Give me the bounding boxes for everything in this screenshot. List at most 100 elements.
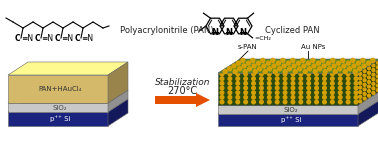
Circle shape (323, 70, 327, 74)
Circle shape (238, 67, 242, 71)
Circle shape (220, 100, 224, 104)
Circle shape (323, 100, 326, 104)
Circle shape (252, 91, 255, 94)
Circle shape (338, 100, 342, 104)
Circle shape (220, 95, 224, 99)
Circle shape (372, 78, 375, 81)
Circle shape (299, 82, 303, 85)
Circle shape (236, 100, 240, 104)
Circle shape (330, 77, 334, 81)
Text: SiO₂: SiO₂ (53, 104, 67, 111)
Text: C: C (34, 33, 40, 42)
Circle shape (243, 70, 247, 74)
Circle shape (376, 84, 378, 87)
Circle shape (356, 61, 360, 65)
Circle shape (363, 97, 366, 100)
Circle shape (296, 61, 301, 65)
Circle shape (228, 77, 232, 81)
Circle shape (291, 95, 295, 99)
Text: ≡N: ≡N (22, 33, 34, 42)
Text: 270°C: 270°C (167, 86, 198, 96)
Polygon shape (218, 59, 378, 73)
Circle shape (351, 58, 355, 62)
Circle shape (244, 91, 248, 94)
Circle shape (341, 58, 345, 62)
Circle shape (363, 70, 366, 73)
Circle shape (372, 87, 375, 90)
Circle shape (236, 95, 240, 99)
Circle shape (223, 70, 227, 74)
Circle shape (315, 77, 318, 81)
Circle shape (253, 70, 257, 74)
Circle shape (346, 82, 350, 85)
Circle shape (367, 81, 370, 83)
Text: PAN+HAuCl₄: PAN+HAuCl₄ (38, 86, 82, 92)
Circle shape (336, 61, 341, 65)
Circle shape (262, 64, 266, 68)
Circle shape (307, 72, 310, 76)
Circle shape (307, 86, 310, 90)
Circle shape (236, 86, 240, 90)
Circle shape (268, 72, 271, 76)
Text: N: N (240, 28, 246, 37)
Circle shape (297, 67, 302, 71)
Circle shape (311, 58, 315, 62)
Circle shape (330, 91, 334, 94)
Circle shape (338, 86, 342, 90)
Circle shape (276, 72, 279, 76)
Circle shape (287, 61, 290, 65)
Circle shape (330, 95, 334, 99)
Text: C: C (14, 33, 20, 42)
Text: C: C (54, 33, 60, 42)
Text: SiO₂: SiO₂ (284, 107, 298, 112)
Circle shape (268, 86, 271, 90)
Circle shape (252, 72, 255, 76)
Circle shape (263, 70, 267, 74)
Circle shape (315, 72, 318, 76)
Circle shape (268, 67, 272, 71)
Circle shape (299, 86, 303, 90)
Circle shape (260, 82, 263, 85)
Circle shape (257, 67, 262, 71)
Circle shape (307, 82, 310, 85)
Circle shape (359, 82, 362, 85)
Text: ≡N: ≡N (82, 33, 94, 42)
Circle shape (246, 61, 250, 65)
Circle shape (252, 95, 255, 99)
Circle shape (328, 67, 332, 71)
Polygon shape (218, 100, 378, 114)
Text: N: N (212, 28, 218, 37)
Circle shape (371, 58, 375, 62)
Circle shape (228, 91, 232, 94)
Circle shape (244, 82, 248, 85)
Circle shape (236, 77, 240, 81)
Circle shape (333, 70, 337, 74)
Circle shape (276, 95, 279, 99)
Circle shape (248, 67, 252, 71)
Circle shape (291, 86, 295, 90)
Circle shape (376, 89, 378, 92)
Circle shape (346, 86, 350, 90)
Polygon shape (8, 90, 128, 103)
Circle shape (283, 70, 287, 74)
Circle shape (276, 82, 279, 85)
Circle shape (251, 58, 255, 62)
Circle shape (283, 86, 287, 90)
Circle shape (323, 91, 326, 94)
Circle shape (236, 91, 240, 94)
Circle shape (303, 70, 307, 74)
Circle shape (252, 82, 255, 85)
Circle shape (315, 95, 318, 99)
Circle shape (260, 100, 263, 104)
Circle shape (268, 95, 271, 99)
Circle shape (346, 100, 350, 104)
Text: Au NPs: Au NPs (301, 44, 325, 50)
Circle shape (244, 86, 248, 90)
Circle shape (276, 91, 279, 94)
Circle shape (288, 67, 291, 71)
Circle shape (228, 82, 232, 85)
Circle shape (372, 73, 375, 76)
Circle shape (372, 69, 375, 71)
Circle shape (283, 82, 287, 85)
Circle shape (232, 64, 236, 68)
